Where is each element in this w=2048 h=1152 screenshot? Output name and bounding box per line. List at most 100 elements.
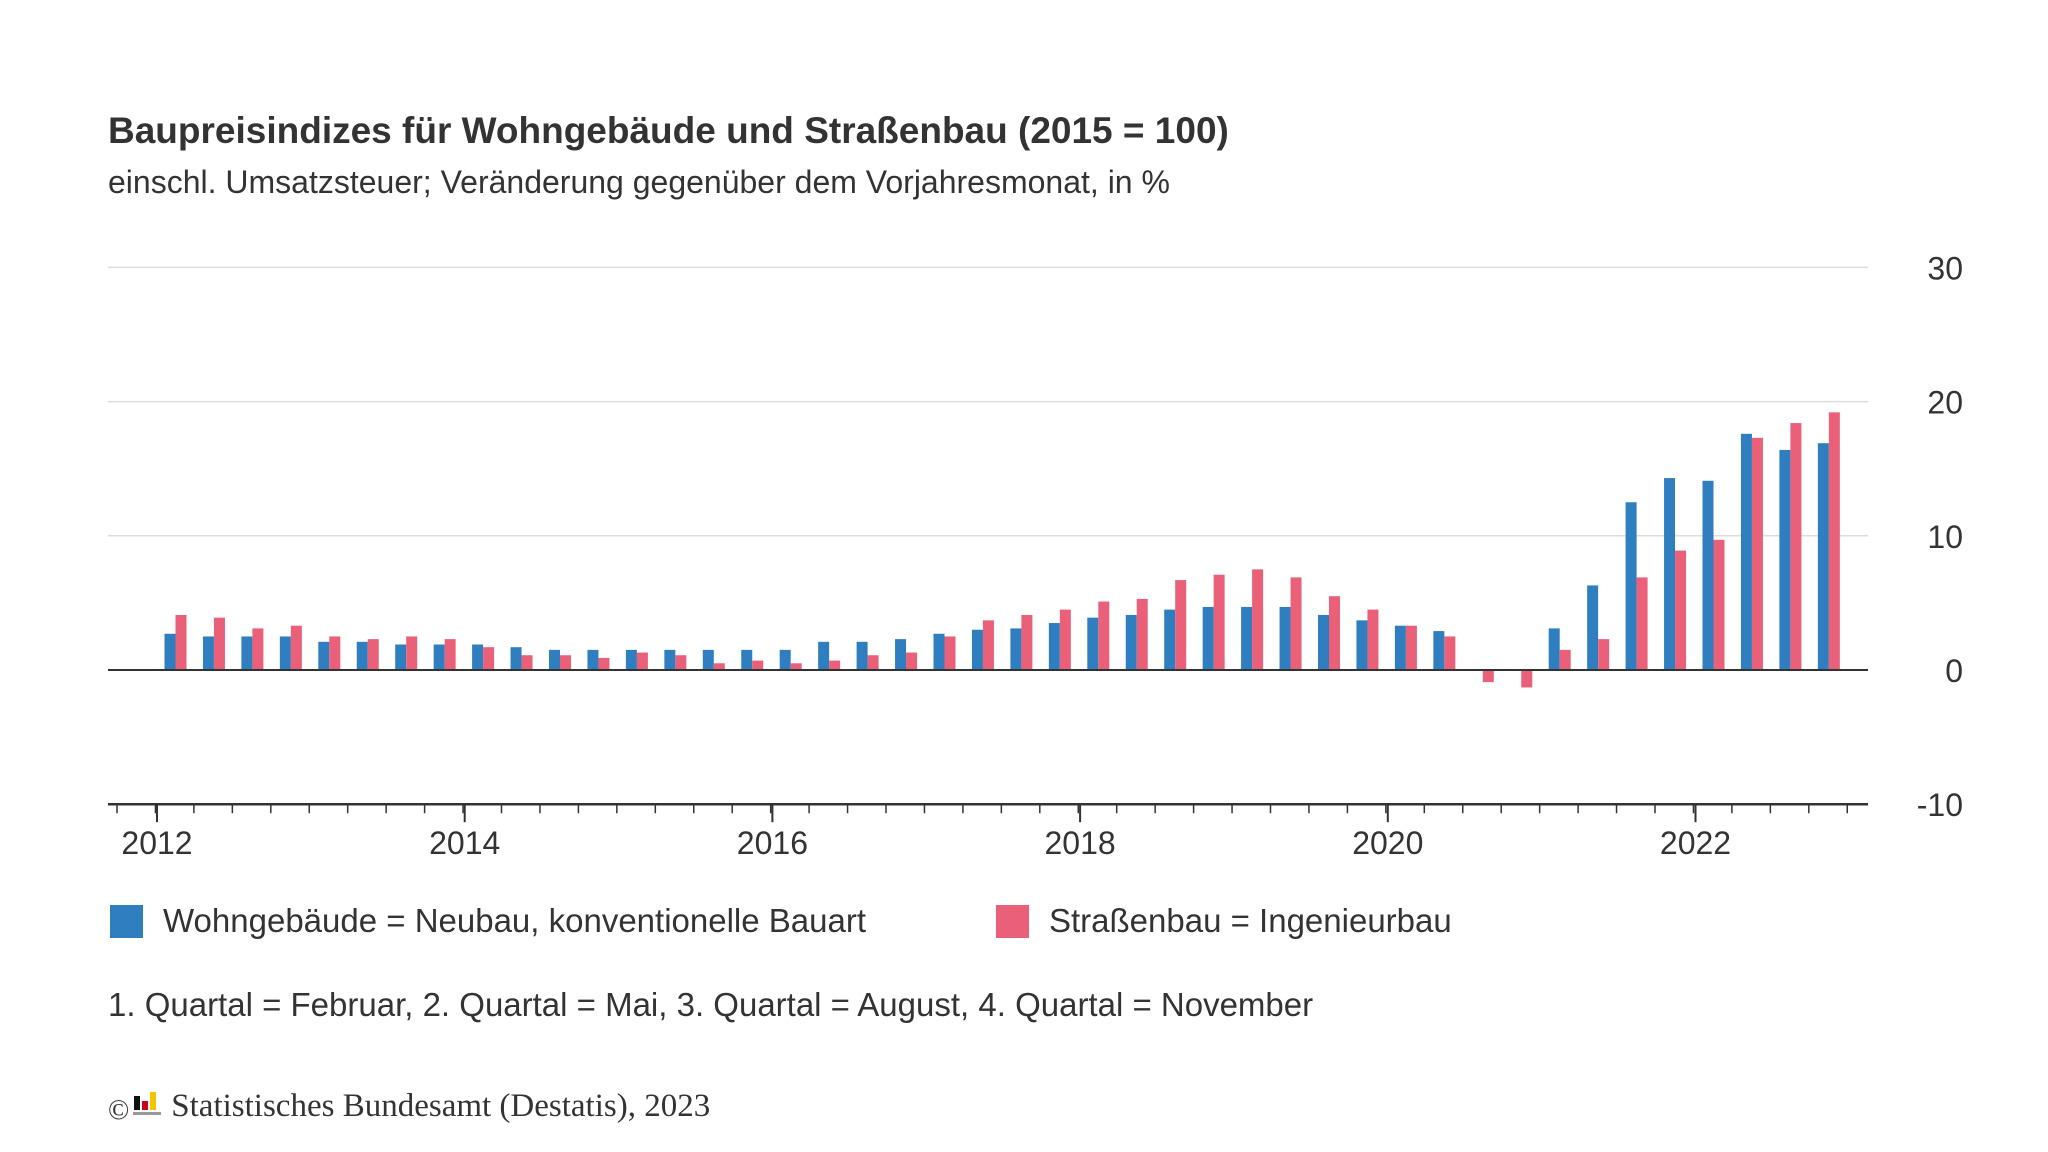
- bar-strassenbau: [867, 655, 879, 670]
- bar-strassenbau: [1367, 609, 1379, 670]
- bar-wohngebaeude: [1125, 614, 1137, 670]
- copyright-symbol: ©: [108, 1094, 130, 1126]
- y-tick-label: -10: [1917, 787, 1963, 823]
- source-line: © Statistisches Bundesamt (Destatis), 20…: [108, 1088, 711, 1126]
- bar-strassenbau: [406, 636, 418, 670]
- bar-strassenbau: [252, 628, 264, 670]
- source-text: Statistisches Bundesamt (Destatis), 2023: [171, 1088, 711, 1124]
- bar-wohngebaeude: [1702, 480, 1714, 670]
- bar-strassenbau: [329, 636, 341, 670]
- bar-wohngebaeude: [395, 644, 407, 670]
- bar-strassenbau: [444, 639, 456, 670]
- bar-strassenbau: [1175, 580, 1187, 670]
- bar-wohngebaeude: [1241, 606, 1253, 670]
- bar-wohngebaeude: [1779, 449, 1791, 670]
- bar-wohngebaeude: [1048, 623, 1060, 670]
- bar-strassenbau: [790, 663, 802, 670]
- bar-strassenbau: [1636, 577, 1648, 670]
- x-tick-label: 2020: [1352, 825, 1423, 861]
- bar-wohngebaeude: [818, 641, 830, 670]
- bar-wohngebaeude: [1817, 443, 1829, 670]
- grid-lines: [108, 266, 1868, 537]
- bar-strassenbau: [1213, 574, 1225, 670]
- bar-strassenbau: [675, 655, 687, 670]
- bar-wohngebaeude: [472, 644, 484, 670]
- bar-strassenbau: [290, 625, 302, 670]
- bar-strassenbau: [944, 636, 956, 670]
- bar-strassenbau: [1828, 412, 1840, 670]
- bar-strassenbau: [829, 660, 841, 670]
- x-tick-label: 2016: [737, 825, 808, 861]
- bar-wohngebaeude: [895, 639, 907, 670]
- bar-wohngebaeude: [933, 633, 945, 670]
- bar-wohngebaeude: [1279, 606, 1291, 670]
- bar-strassenbau: [713, 663, 725, 670]
- bar-strassenbau: [1559, 649, 1571, 670]
- bar-strassenbau: [1521, 670, 1533, 688]
- bar-strassenbau: [1136, 598, 1148, 670]
- x-tick-label: 2014: [429, 825, 500, 861]
- legend-label-strassenbau: Straßenbau = Ingenieurbau: [1049, 902, 1452, 939]
- bar-strassenbau: [1098, 601, 1110, 670]
- y-tick-label: 0: [1945, 653, 1963, 689]
- bar-strassenbau: [1329, 596, 1340, 670]
- bar-strassenbau: [1675, 550, 1687, 670]
- bar-strassenbau: [636, 652, 648, 670]
- bar-wohngebaeude: [318, 641, 330, 670]
- chart-subtitle: einschl. Umsatzsteuer; Veränderung gegen…: [108, 164, 1170, 200]
- bar-wohngebaeude: [1587, 585, 1599, 670]
- bar-wohngebaeude: [1010, 628, 1022, 670]
- y-tick-label: 10: [1927, 519, 1963, 555]
- bar-strassenbau: [1252, 569, 1264, 670]
- bar-strassenbau: [1713, 539, 1725, 670]
- bar-strassenbau: [367, 639, 379, 670]
- bar-group: [164, 412, 1840, 688]
- chart-title: Baupreisindizes für Wohngebäude und Stra…: [108, 110, 1229, 151]
- bar-wohngebaeude: [1625, 502, 1637, 670]
- bar-strassenbau: [598, 657, 610, 670]
- bar-strassenbau: [906, 652, 918, 670]
- bar-wohngebaeude: [664, 649, 676, 670]
- bar-wohngebaeude: [202, 636, 214, 670]
- bar-wohngebaeude: [433, 644, 445, 670]
- bar-wohngebaeude: [779, 649, 791, 670]
- bar-wohngebaeude: [1164, 609, 1176, 670]
- bar-strassenbau: [1444, 636, 1456, 670]
- quarter-note: 1. Quartal = Februar, 2. Quartal = Mai, …: [108, 986, 1314, 1023]
- bar-wohngebaeude: [702, 649, 714, 670]
- axes: 30 20 10 0 -10 2012 2014 2016 2018 2020 2022: [108, 250, 1963, 861]
- bar-wohngebaeude: [741, 649, 753, 670]
- legend-swatch-wohngebaeude: [110, 904, 143, 938]
- bar-strassenbau: [483, 647, 495, 670]
- bar-strassenbau: [1751, 437, 1763, 670]
- bar-wohngebaeude: [1356, 620, 1368, 670]
- bar-wohngebaeude: [1664, 478, 1676, 670]
- legend-item-strassenbau: Straßenbau = Ingenieurbau: [996, 902, 1452, 940]
- bar-wohngebaeude: [1433, 631, 1445, 670]
- legend-swatch-strassenbau: [996, 904, 1029, 938]
- chart-plot: 30 20 10 0 -10 2012 2014 2016 2018 2020 2022: [108, 250, 1963, 861]
- bar-wohngebaeude: [356, 641, 368, 670]
- bar-wohngebaeude: [587, 649, 599, 670]
- bar-strassenbau: [213, 617, 225, 670]
- legend-item-wohngebaeude: Wohngebäude = Neubau, konventionelle Bau…: [110, 902, 866, 940]
- bar-wohngebaeude: [279, 636, 291, 670]
- y-tick-label: 30: [1927, 250, 1963, 286]
- bar-wohngebaeude: [625, 649, 637, 670]
- y-tick-label: 20: [1927, 385, 1963, 421]
- bar-wohngebaeude: [1202, 606, 1214, 670]
- bar-wohngebaeude: [1318, 614, 1329, 670]
- bar-strassenbau: [175, 614, 187, 670]
- x-tick-label: 2012: [121, 825, 192, 861]
- bar-strassenbau: [1059, 609, 1071, 670]
- bar-strassenbau: [982, 620, 994, 670]
- bar-wohngebaeude: [510, 647, 522, 670]
- bar-wohngebaeude: [549, 649, 560, 670]
- bar-wohngebaeude: [164, 633, 176, 670]
- bar-wohngebaeude: [241, 636, 253, 670]
- bar-wohngebaeude: [856, 641, 868, 670]
- bar-strassenbau: [1405, 625, 1417, 670]
- bar-strassenbau: [752, 660, 764, 670]
- bar-strassenbau: [1290, 577, 1302, 670]
- bar-wohngebaeude: [1394, 625, 1406, 670]
